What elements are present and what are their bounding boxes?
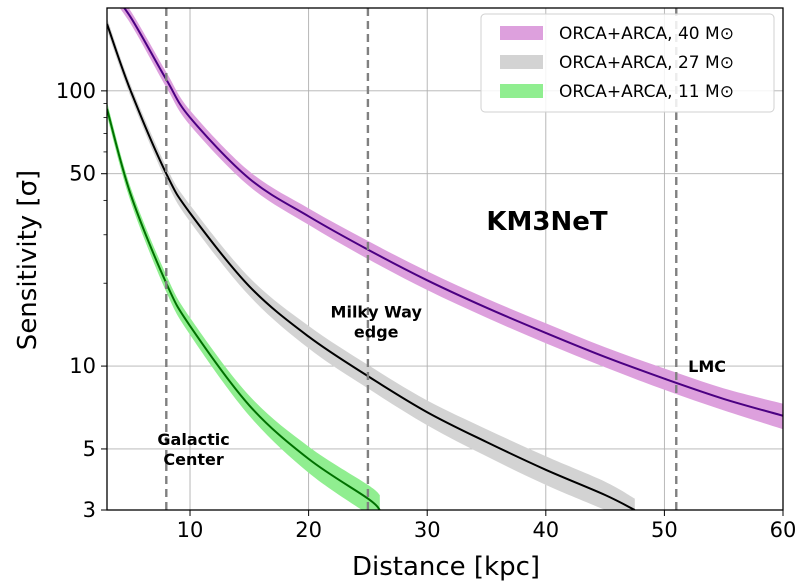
x-tick-label: 50 <box>651 518 678 542</box>
y-tick-label: 50 <box>69 162 96 186</box>
legend: ORCA+ARCA, 40 M⊙ ORCA+ARCA, 27 M⊙ ORCA+ARC… <box>480 13 775 113</box>
line-orca-arca-40-m <box>123 8 783 417</box>
legend-swatch <box>500 26 543 40</box>
legend-label: ORCA+ARCA, 11 M⊙ <box>559 82 734 102</box>
legend-label: ORCA+ARCA, 27 M⊙ <box>559 53 734 73</box>
annotation-milky-way-edge: Milky Way <box>331 303 423 322</box>
legend-label: ORCA+ARCA, 40 M⊙ <box>559 24 734 44</box>
x-tick-label: 40 <box>532 518 559 542</box>
x-tick-label: 20 <box>295 518 322 542</box>
plot-frame <box>106 7 784 511</box>
annotation-galactic-center: Galactic <box>157 430 229 449</box>
brand-label: KM3NeT <box>486 207 608 237</box>
annotation-galactic-center: Center <box>163 450 223 469</box>
y-tick-label: 5 <box>83 437 96 461</box>
line-orca-arca-11-m <box>107 108 381 510</box>
legend-box <box>480 13 775 113</box>
legend-swatch <box>500 55 543 69</box>
line-orca-arca-27-m <box>107 23 636 510</box>
annotation-milky-way-edge: edge <box>354 323 399 342</box>
ticks: 10 20 30 40 50 60 5 10 50 100 3 <box>56 79 796 542</box>
x-tick-label: 10 <box>177 518 204 542</box>
x-tick-label: 60 <box>770 518 797 542</box>
x-axis-label: Distance [kpc] <box>352 552 540 582</box>
series-lines <box>107 8 783 510</box>
legend-swatch <box>500 84 543 98</box>
y-axis-label: Sensitivity [σ] <box>13 170 43 350</box>
y-tick-label: 3 <box>83 498 96 522</box>
band-orca-arca-40-m <box>119 8 783 430</box>
y-tick-label: 100 <box>56 79 96 103</box>
annotation-lmc: LMC <box>688 357 726 376</box>
uncertainty-bands <box>107 8 783 510</box>
y-tick-label: 10 <box>69 354 96 378</box>
x-tick-label: 30 <box>414 518 441 542</box>
